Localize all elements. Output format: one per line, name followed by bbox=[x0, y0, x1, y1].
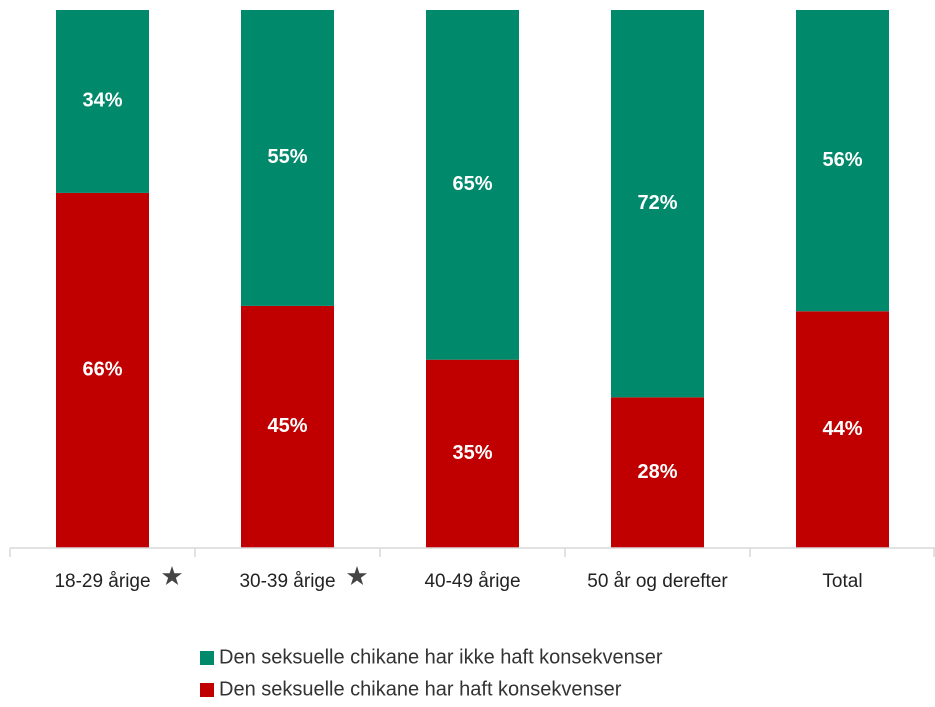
value-label: 34% bbox=[82, 90, 122, 112]
bar-segment bbox=[241, 305, 334, 548]
bar-segment bbox=[56, 10, 149, 193]
legend-label: Den seksuelle chikane har ikke haft kons… bbox=[219, 646, 663, 668]
legend-swatch bbox=[200, 683, 214, 697]
legend-swatch bbox=[200, 651, 214, 665]
value-label: 45% bbox=[267, 415, 307, 437]
x-tick-label: 18-29 årige bbox=[54, 571, 150, 592]
star-marker bbox=[162, 566, 182, 585]
value-label: 72% bbox=[637, 192, 677, 214]
value-label: 44% bbox=[822, 418, 862, 440]
value-label: 56% bbox=[822, 149, 862, 171]
legend-label: Den seksuelle chikane har haft konsekven… bbox=[219, 678, 622, 700]
bar-segment bbox=[56, 192, 149, 549]
x-tick-label: Total bbox=[822, 571, 862, 592]
star-marker bbox=[346, 566, 367, 585]
x-tick-label: 30-39 årige bbox=[239, 571, 335, 592]
value-label: 66% bbox=[82, 359, 122, 381]
value-label: 55% bbox=[267, 146, 307, 168]
bar-segment bbox=[426, 10, 519, 360]
value-label: 65% bbox=[452, 173, 492, 195]
x-tick-label: 50 år og derefter bbox=[587, 571, 728, 592]
bar-segment bbox=[241, 10, 334, 306]
bar-segment bbox=[796, 311, 889, 548]
bar-segment bbox=[611, 397, 704, 548]
value-label: 28% bbox=[637, 461, 677, 483]
bar-segment bbox=[426, 359, 519, 548]
bar-segment bbox=[796, 10, 889, 312]
bar-segment bbox=[611, 10, 704, 398]
value-label: 35% bbox=[452, 442, 492, 464]
x-tick-label: 40-49 årige bbox=[424, 571, 520, 592]
